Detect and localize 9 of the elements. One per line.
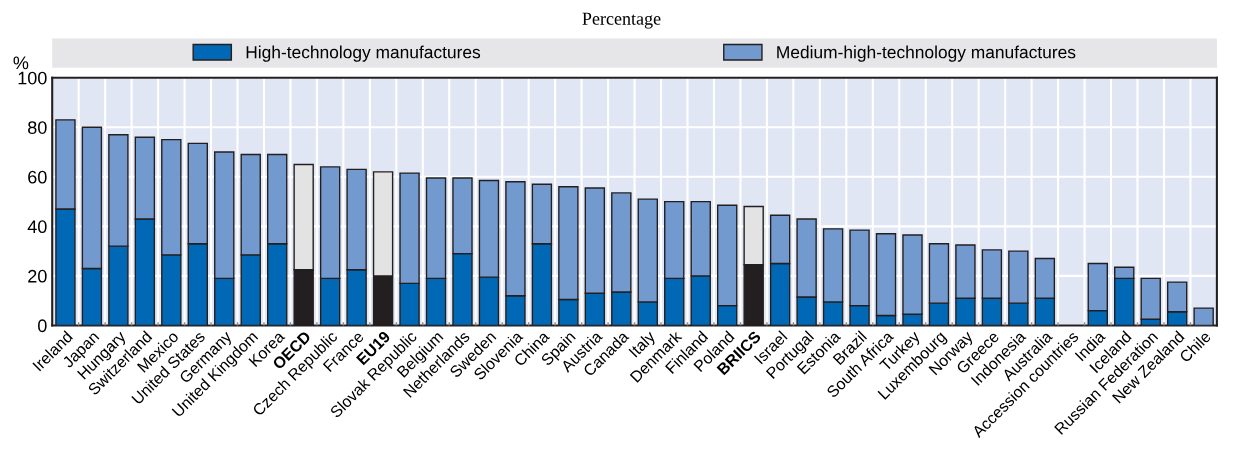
y-tick-label: 80 xyxy=(28,121,47,134)
y-tick-label: 60 xyxy=(28,170,47,184)
chart-subtitle: Percentage xyxy=(582,12,661,29)
y-tick-label: 100 xyxy=(18,71,47,85)
y-tick-label: 20 xyxy=(28,269,47,283)
y-tick-label: 40 xyxy=(27,220,47,234)
y-axis-title: % xyxy=(13,56,29,70)
legend-label: Medium-high-technology manufactures xyxy=(777,45,1076,62)
legend-label: High-technology manufactures xyxy=(246,45,481,62)
